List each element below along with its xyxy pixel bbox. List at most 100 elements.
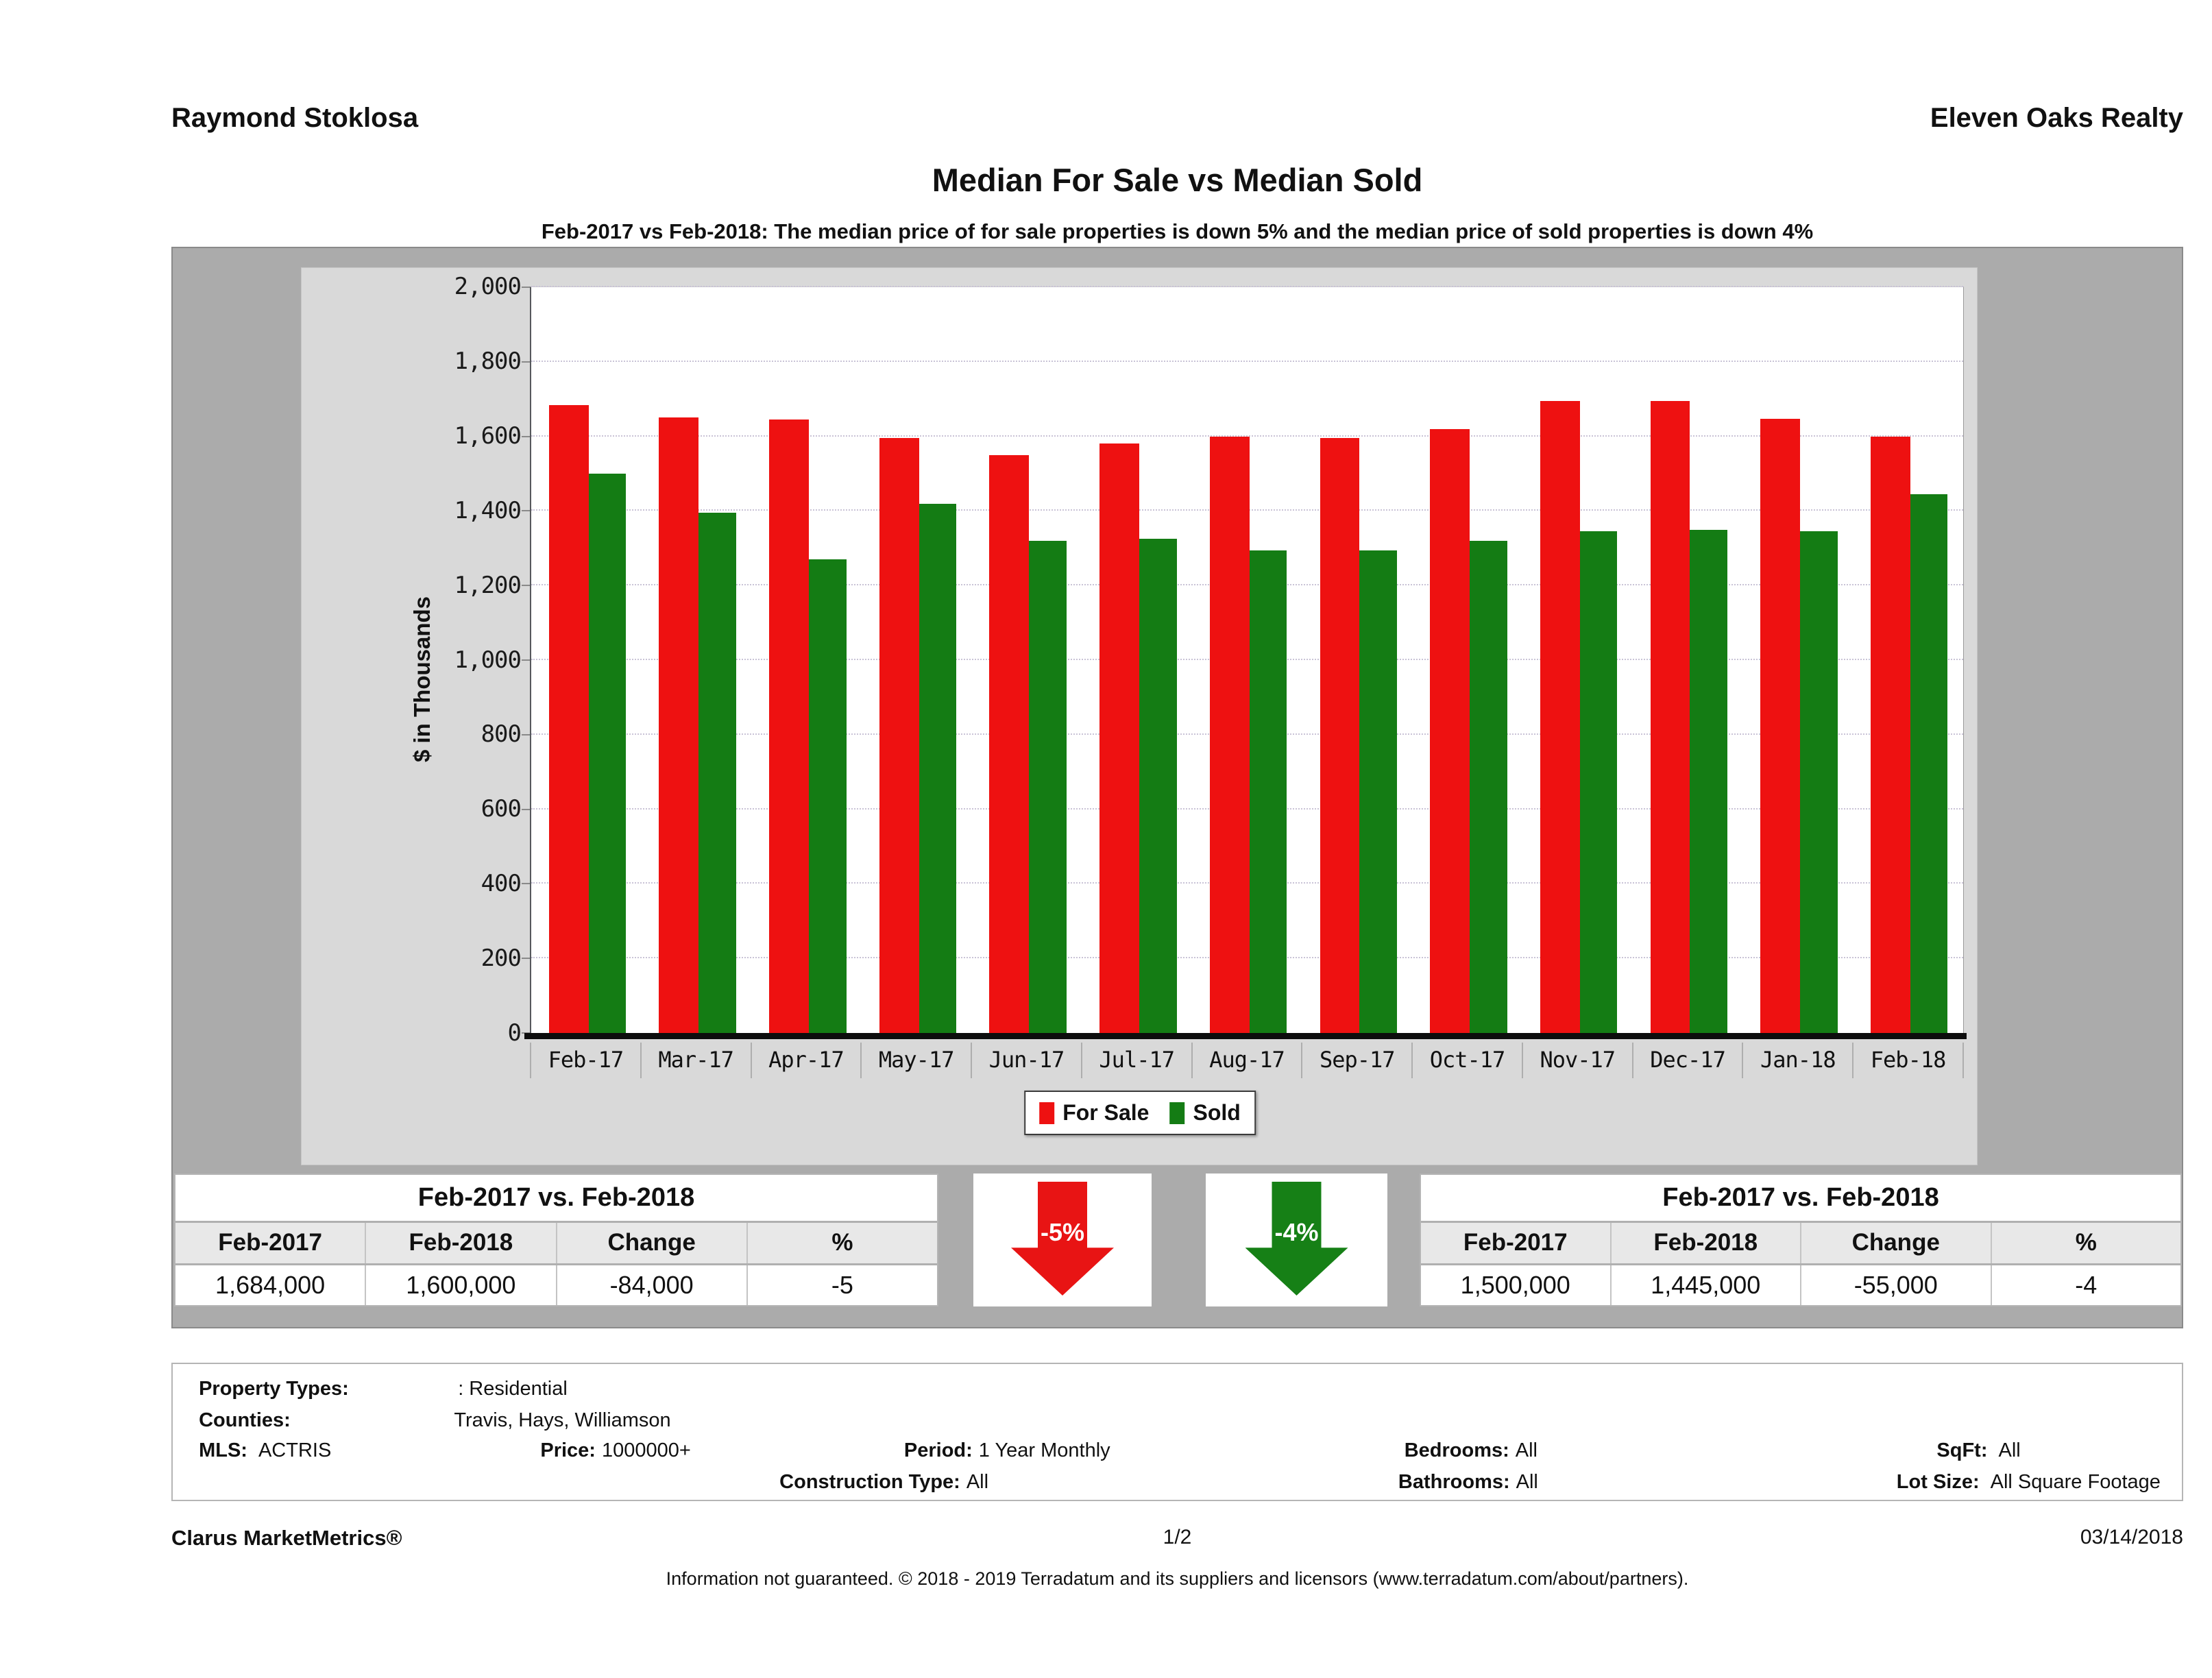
filter-bedrooms: Bedrooms: All [1405,1439,1538,1462]
filters-box: Property Types: : Residential Counties: … [171,1363,2183,1501]
y-tick-label-600: 600 [481,795,522,823]
bar-sold-nov-17 [1579,531,1618,1033]
table-cell: 1,445,000 [1609,1265,1801,1305]
bar-for-sale-jan-18 [1760,418,1801,1033]
y-tick-label-1400: 1,400 [454,496,522,524]
filter-value: : Residential [458,1378,568,1400]
column-header: Feb-2017 [1463,1229,1568,1256]
gridline-2000 [531,286,1963,287]
bar-for-sale-aug-17 [1209,436,1250,1033]
y-tick-label-1200: 1,200 [454,571,522,599]
chart-panel: $ in Thousands 0 200 400 600 800 1,000 1,200 1,… [301,267,1978,1165]
y-tick-mark [522,883,530,885]
x-axis-label-jan-18: Jan-18 [1742,1043,1852,1078]
filter-label: SqFt: [1936,1439,1988,1461]
bar-for-sale-dec-17 [1650,400,1690,1033]
table-header-row: Feb-2017 Feb-2018 Change % [1421,1223,2180,1265]
legend-label-for-sale: For Sale [1062,1100,1150,1125]
filter-property-types-value: : Residential [458,1378,568,1400]
bar-for-sale-may-17 [879,438,919,1033]
filter-label: Bathrooms: [1398,1471,1510,1493]
filter-lot-size: Lot Size: All Square Footage [1897,1471,2161,1494]
x-axis-label-aug-17: Aug-17 [1191,1043,1302,1078]
company-name: Eleven Oaks Realty [1930,103,2183,133]
y-tick-label-400: 400 [481,870,522,898]
bar-for-sale-mar-17 [659,417,699,1033]
filter-label: Counties: [199,1409,291,1431]
sold-change-percent: -4% [1274,1218,1319,1246]
y-tick-label-200: 200 [481,945,522,973]
filter-property-types: Property Types: [199,1378,349,1400]
table-cell: 1,500,000 [1460,1270,1570,1299]
column-header: Change [555,1223,746,1263]
filter-value: All [1515,1439,1538,1461]
y-tick-label-1600: 1,600 [454,422,522,450]
x-axis-label-nov-17: Nov-17 [1521,1043,1632,1078]
filter-label: Construction Type: [779,1471,960,1493]
sold-comparison-table: Feb-2017 vs. Feb-2018 Feb-2017 Feb-2018 … [1420,1174,2182,1306]
table-header-row: Feb-2017 Feb-2018 Change % [175,1223,937,1265]
x-axis-label-mar-17: Mar-17 [640,1043,751,1078]
table-cell: -4 [1990,1265,2181,1305]
filter-construction-type: Construction Type: All [779,1471,988,1494]
y-tick-mark [522,733,530,735]
legend: For Sale Sold [1024,1091,1256,1135]
table-cell: 1,684,000 [215,1270,326,1299]
filter-price: Price: 1000000+ [540,1439,690,1462]
bar-sold-sep-17 [1359,550,1398,1033]
plot-area [522,286,1964,1034]
x-axis-label-dec-17: Dec-17 [1631,1043,1742,1078]
filter-counties-value: Travis, Hays, Williamson [454,1409,670,1432]
bar-for-sale-jul-17 [1099,443,1140,1033]
y-tick-mark [522,510,530,512]
page-title: Median For Sale vs Median Sold [932,162,1423,198]
bar-for-sale-nov-17 [1540,400,1580,1033]
gridline-1800 [531,360,1963,362]
bar-for-sale-oct-17 [1430,428,1470,1033]
bar-for-sale-jun-17 [989,454,1030,1033]
sold-table-title: Feb-2017 vs. Feb-2018 [1421,1175,2180,1223]
filter-label: Period: [903,1439,973,1461]
y-tick-mark [522,585,530,587]
disclaimer-text: Information not guaranteed. © 2018 - 201… [666,1568,1689,1589]
table-cell: -84,000 [555,1265,746,1305]
footer-brand: Clarus MarketMetrics® [171,1526,402,1550]
x-axis-label-jun-17: Jun-17 [971,1043,1081,1078]
sold-change-arrow-box: -4% [1206,1174,1387,1306]
y-tick-label-1000: 1,000 [454,646,522,674]
table-cell: -55,000 [1800,1265,1991,1305]
legend-swatch-sold [1169,1102,1185,1124]
y-tick-label-800: 800 [481,720,522,749]
x-axis-label-oct-17: Oct-17 [1411,1043,1522,1078]
bar-sold-oct-17 [1470,540,1507,1033]
filter-label: Bedrooms: [1404,1439,1509,1461]
column-header: Feb-2018 [1609,1223,1801,1263]
legend-swatch-for-sale [1039,1102,1055,1124]
y-axis-tick-labels: 0 200 400 600 800 1,000 1,200 1,400 1,600 1,800 2,… [377,273,522,1047]
x-axis-label-feb-17: Feb-17 [530,1043,640,1078]
bar-for-sale-sep-17 [1320,438,1360,1033]
x-axis-label-jul-17: Jul-17 [1080,1043,1191,1078]
column-header: % [746,1223,937,1263]
y-tick-mark [522,958,530,960]
filter-value: All Square Footage [1990,1471,2161,1493]
filter-period: Period: 1 Year Monthly [904,1439,1110,1462]
x-axis-label-sep-17: Sep-17 [1301,1043,1411,1078]
bar-sold-mar-17 [698,513,736,1033]
x-axis-label-may-17: May-17 [860,1043,971,1078]
y-tick-label-2000: 2,000 [454,273,522,300]
bar-sold-feb-18 [1910,494,1948,1033]
filter-value: 1000000+ [601,1439,691,1461]
agent-name: Raymond Stoklosa [171,103,419,133]
column-header: Feb-2018 [365,1223,555,1263]
y-tick-mark [522,435,530,437]
x-axis-labels: Feb-17 Mar-17 Apr-17 May-17 Jun-17 Jul-17 Aug-… [530,1043,1964,1078]
page-subtitle: Feb-2017 vs Feb-2018: The median price o… [541,219,1814,243]
filter-value: ACTRIS [258,1439,332,1461]
filter-value: All [1516,1471,1538,1493]
for-sale-change-arrow-box: -5% [973,1174,1152,1306]
bar-for-sale-apr-17 [769,420,809,1033]
table-data-row: 1,684,000 1,600,000 -84,000 -5 [175,1265,937,1305]
filter-value: Travis, Hays, Williamson [454,1409,671,1431]
